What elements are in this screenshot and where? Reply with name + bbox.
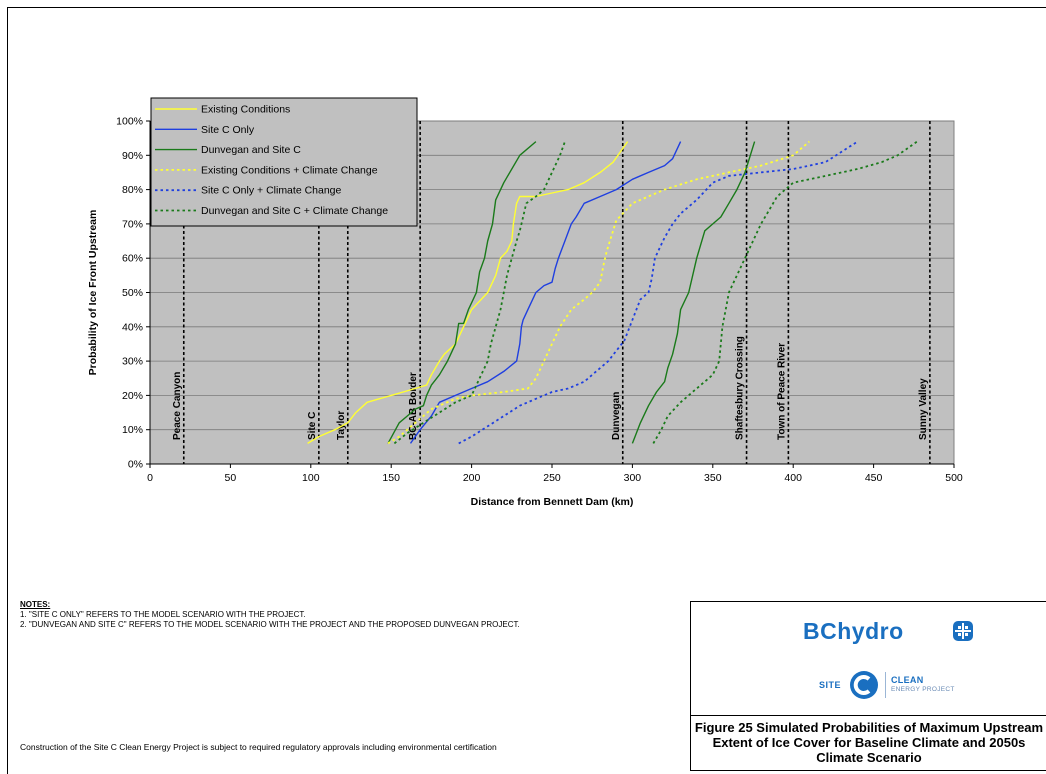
- location-label: BC-AB Border: [408, 372, 419, 440]
- series-line-1: [409, 141, 682, 444]
- title-block-divider: [691, 715, 1046, 716]
- ice-front-probability-chart: 0% 10% 20% 30% 40% 50% 60% 70% 80% 90% 100% 0 50 100 1…: [87, 97, 963, 508]
- x-tick-label: 250: [543, 472, 561, 484]
- site-c-logo-site: SITE: [819, 680, 842, 690]
- y-tick-label: 50%: [122, 287, 143, 299]
- x-tick-label: 150: [382, 472, 400, 484]
- title-block: BChydro SITE CLEAN ENERGY PROJECT Figure…: [690, 601, 1046, 771]
- series-line-7: [652, 140, 918, 444]
- location-label: Taylor: [336, 411, 347, 440]
- series-line-5: [393, 141, 566, 445]
- x-tick-label: 0: [147, 472, 153, 484]
- site-c-logo-energy-project: ENERGY PROJECT: [891, 686, 955, 693]
- site-c-logo-clean: CLEAN: [891, 675, 924, 685]
- legend-entry: Existing Conditions: [201, 104, 290, 116]
- series-line-2: [387, 141, 537, 444]
- y-tick-label: 80%: [122, 184, 143, 196]
- note-item-2: 2. "DUNVEGAN AND SITE C" REFERS TO THE M…: [20, 620, 520, 629]
- x-tick-label: 350: [704, 472, 722, 484]
- y-axis-title: Probability of Ice Front Upstream: [87, 210, 99, 376]
- site-c-logo: SITE CLEAN ENERGY PROJECT: [819, 668, 999, 702]
- notes-title: NOTES:: [20, 600, 51, 609]
- x-tick-label: 450: [865, 472, 883, 484]
- location-label: Sunny Valley: [918, 378, 929, 440]
- legend-entry: Existing Conditions + Climate Change: [201, 164, 378, 176]
- x-tick-label: 400: [784, 472, 802, 484]
- site-c-emblem-icon: [850, 671, 878, 699]
- figure-caption: Figure 25 Simulated Probabilities of Max…: [694, 720, 1044, 765]
- y-tick-label: 10%: [122, 424, 143, 436]
- x-axis-title: Distance from Bennett Dam (km): [471, 496, 634, 508]
- x-tick-label: 50: [225, 472, 237, 484]
- y-tick-label: 20%: [122, 390, 143, 402]
- bchydro-emblem-icon: [953, 621, 973, 641]
- series-line-3: [387, 140, 810, 445]
- note-item-1: 1. "SITE C ONLY" REFERS TO THE MODEL SCE…: [20, 610, 306, 619]
- location-label: Peace Canyon: [172, 372, 183, 440]
- legend-box: [150, 97, 418, 227]
- legend-entry: Site C Only: [201, 124, 255, 136]
- y-tick-label: 0%: [128, 459, 143, 471]
- x-tick-label: 500: [945, 472, 963, 484]
- construction-disclaimer: Construction of the Site C Clean Energy …: [20, 742, 497, 752]
- bchydro-logo-hydro: hydro: [837, 618, 904, 644]
- site-c-logo-separator: [885, 672, 886, 698]
- location-label: Town of Peace River: [776, 343, 787, 440]
- series-line-6: [631, 141, 756, 444]
- bchydro-logo: BChydro: [803, 618, 904, 645]
- y-tick-label: 100%: [116, 116, 143, 128]
- series-line-4: [458, 140, 858, 445]
- location-label: Site C: [307, 412, 318, 440]
- bchydro-logo-bc: BC: [803, 618, 838, 644]
- location-label: Shaftesbury Crossing: [735, 336, 746, 440]
- x-tick-label: 200: [463, 472, 481, 484]
- y-tick-label: 70%: [122, 218, 143, 230]
- page-frame: [7, 7, 1046, 774]
- y-tick-label: 60%: [122, 253, 143, 265]
- logo-area: BChydro SITE CLEAN ENERGY PROJECT: [691, 602, 1046, 715]
- y-tick-label: 90%: [122, 150, 143, 162]
- x-tick-label: 300: [624, 472, 642, 484]
- x-tick-label: 100: [302, 472, 320, 484]
- series-line-0: [307, 141, 629, 444]
- y-tick-label: 30%: [122, 356, 143, 368]
- location-label: Dunvegan: [611, 392, 622, 440]
- legend-entry: Dunvegan and Site C: [201, 144, 301, 156]
- y-tick-label: 40%: [122, 321, 143, 333]
- legend-entry: Dunvegan and Site C + Climate Change: [201, 205, 388, 217]
- notes-section: NOTES: 1. "SITE C ONLY" REFERS TO THE MO…: [20, 600, 680, 630]
- legend-entry: Site C Only + Climate Change: [201, 185, 342, 197]
